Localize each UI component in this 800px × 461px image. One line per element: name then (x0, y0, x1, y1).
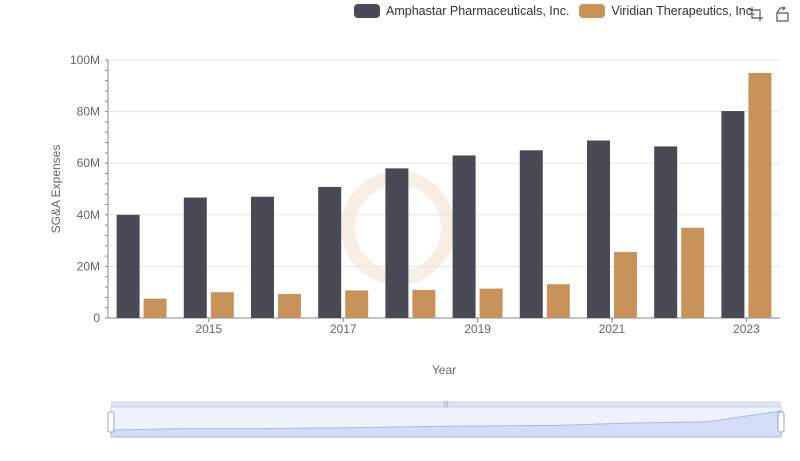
datazoom-preview-area (110, 410, 782, 438)
legend-item-viridian[interactable]: Viridian Therapeutics, Inc. (579, 4, 755, 18)
legend-swatch-amphastar (354, 4, 380, 18)
bar-amphastar-2019 (452, 155, 476, 318)
bar-viridian-2022 (681, 227, 705, 318)
bar-amphastar-2020 (519, 150, 543, 318)
bar-viridian-2017 (345, 290, 369, 318)
bar-viridian-2014 (143, 298, 167, 318)
zoom-reset-icon[interactable] (774, 6, 790, 22)
toolbox (748, 6, 790, 22)
x-tick-label: 2017 (330, 322, 357, 336)
x-tick-label: 2021 (599, 322, 626, 336)
legend: Amphastar Pharmaceuticals, Inc. Viridian… (354, 4, 755, 18)
datazoom-left-handle[interactable] (107, 411, 115, 433)
x-tick-label: 2023 (733, 322, 760, 336)
bar-viridian-2023 (748, 72, 772, 319)
bar-amphastar-2015 (183, 197, 207, 318)
datazoom-top-bar (111, 401, 781, 408)
y-tick-label: 60M (77, 156, 100, 170)
bar-amphastar-2022 (654, 146, 678, 318)
y-tick-label: 100M (70, 53, 100, 67)
legend-label-amphastar: Amphastar Pharmaceuticals, Inc. (386, 4, 570, 18)
y-axis-title: SG&A Expenses (49, 145, 63, 234)
datazoom-right-handle[interactable] (777, 411, 785, 433)
bar-viridian-2020 (546, 284, 570, 318)
y-tick-label: 20M (77, 259, 100, 273)
bar-amphastar-2021 (587, 140, 610, 318)
bar-viridian-2018 (412, 289, 436, 318)
bar-amphastar-2014 (116, 214, 140, 318)
x-tick-label: 2015 (195, 322, 222, 336)
bar-amphastar-2018 (385, 168, 409, 318)
bar-amphastar-2016 (251, 196, 274, 318)
bar-amphastar-2017 (318, 186, 342, 318)
bar-viridian-2015 (210, 292, 234, 318)
legend-label-viridian: Viridian Therapeutics, Inc. (611, 4, 756, 18)
y-tick-label: 0 (93, 311, 100, 325)
bar-viridian-2021 (614, 251, 637, 318)
bar-viridian-2019 (479, 288, 503, 318)
bar-viridian-2016 (278, 294, 301, 318)
bar-amphastar-2023 (721, 111, 745, 318)
y-tick-label: 40M (77, 208, 100, 222)
x-tick-label: 2019 (464, 322, 491, 336)
datazoom-grip-icon: ||| (443, 401, 449, 408)
x-axis-title: Year (432, 363, 456, 377)
zoom-icon[interactable] (748, 6, 764, 22)
y-tick-label: 80M (77, 105, 100, 119)
legend-item-amphastar[interactable]: Amphastar Pharmaceuticals, Inc. (354, 4, 569, 18)
legend-swatch-viridian (579, 4, 606, 18)
